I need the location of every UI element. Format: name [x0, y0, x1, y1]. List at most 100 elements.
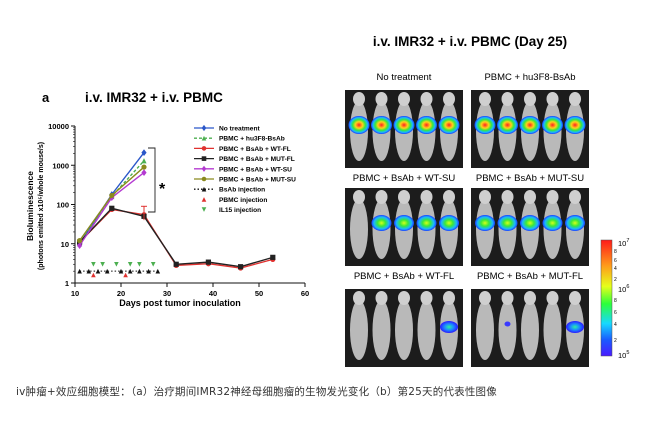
colorbar-minor-label: 6: [614, 258, 617, 264]
events-bsab-injection: [77, 268, 161, 274]
y-axis-label-line2: (photons emitted x10⁵/whole mouse/s): [38, 142, 45, 270]
mouse-body: [417, 300, 436, 360]
x-tick-label: 50: [255, 289, 263, 298]
mouse-head: [546, 190, 559, 204]
legend-item: PBMC + hu3F8-BsAb: [194, 136, 285, 143]
signal-spot: [519, 116, 541, 134]
legend-item: IL15 injection: [201, 207, 261, 214]
mouse-head: [398, 92, 410, 106]
legend-label: BsAb injection: [219, 187, 265, 194]
mouse-head: [501, 291, 514, 305]
y-tick-label: 1: [65, 279, 69, 288]
colorbar-top-exp: 7: [626, 238, 629, 244]
significance-label: *: [159, 181, 166, 198]
mouse-body: [521, 300, 539, 360]
signal-spot: [564, 116, 586, 134]
mouse-head: [479, 92, 491, 106]
data-point: [141, 164, 147, 170]
signal-spot: [542, 215, 563, 231]
mouse-head: [398, 190, 410, 204]
data-point: [109, 205, 115, 211]
legend-item: PBMC + BsAb + MUT-FL: [194, 156, 295, 163]
colorbar-bottom-label: 10: [618, 351, 626, 360]
bli-image: PBMC + BsAb + WT-FL: [345, 271, 463, 367]
colorbar-minor-label: 8: [614, 298, 617, 304]
event-marker: [123, 272, 128, 278]
bli-image: No treatment: [345, 72, 463, 168]
legend-label: PBMC injection: [219, 197, 267, 204]
svg-text:105: 105: [618, 350, 629, 360]
events-il15-injection: [91, 261, 156, 267]
x-tick-label: 60: [301, 289, 309, 298]
mouse-body: [498, 300, 517, 360]
legend-label: IL15 injection: [219, 207, 261, 214]
y-axis-label: Bioluminescence (photons emitted x10⁵/wh…: [25, 142, 45, 270]
legend-label: PBMC + BsAb + WT-SU: [219, 166, 292, 173]
mouse-head: [420, 92, 433, 106]
signal-spot: [475, 215, 495, 231]
series-group: [77, 149, 276, 271]
event-marker: [127, 261, 133, 267]
legend-label: No treatment: [219, 126, 260, 133]
mouse-head: [375, 92, 388, 106]
mouse-head: [375, 190, 388, 204]
event-markers: [77, 261, 161, 278]
data-point: [173, 261, 179, 267]
legend-label: PBMC + BsAb + WT-FL: [219, 146, 291, 153]
legend-item: PBMC + BsAb + MUT-SU: [194, 177, 296, 184]
legend-item: No treatment: [194, 124, 260, 133]
mouse-head: [398, 291, 410, 305]
data-point: [109, 192, 115, 199]
data-point: [77, 242, 83, 249]
legend-swatch-marker: [201, 146, 207, 151]
signal-spot: [504, 321, 511, 327]
data-point: [141, 149, 147, 157]
signal-spot: [394, 215, 414, 231]
legend-item: PBMC + BsAb + WT-SU: [194, 165, 292, 173]
data-point: [238, 264, 244, 270]
x-tick-label: 10: [71, 289, 79, 298]
series-pbmc-bsab-wt-fl: [77, 206, 276, 271]
bli-image-label: PBMC + BsAb + MUT-SU: [476, 173, 584, 184]
figure-caption: iv肿瘤+效应细胞模型：（a）治疗期间IMR32神经母细胞瘤的生物发光变化（b）…: [16, 386, 497, 398]
mouse-body: [350, 300, 368, 360]
mouse-head: [443, 190, 455, 204]
event-marker: [91, 272, 96, 278]
mouse-head: [546, 92, 559, 106]
y-tick-label: 100: [56, 201, 69, 210]
legend: No treatment PBMC + hu3F8-BsAb PBMC + BsAb…: [194, 124, 296, 214]
legend-item: BsAb injection: [194, 187, 265, 194]
event-marker: [95, 268, 101, 274]
event-marker: [146, 268, 151, 274]
event-marker: [100, 261, 105, 267]
data-point: [205, 259, 211, 265]
colorbar-top-label: 10: [618, 239, 626, 248]
legend-swatch-marker: [201, 124, 207, 132]
x-tick-label: 20: [117, 289, 125, 298]
signal-spot: [416, 116, 437, 134]
mouse-head: [569, 92, 581, 106]
colorbar-mid-label: 10: [618, 285, 626, 294]
significance-bracket: *: [148, 147, 166, 213]
event-marker: [118, 268, 124, 274]
signal-spot: [439, 215, 459, 231]
svg-text:106: 106: [618, 284, 629, 294]
data-point: [77, 238, 83, 244]
colorbar-mid-exp: 6: [626, 284, 629, 290]
data-point: [141, 158, 147, 164]
events-pbmc-injection: [91, 272, 128, 278]
event-marker: [77, 268, 82, 274]
colorbar-minor-label: 2: [614, 338, 617, 344]
x-axis-ticks: 10 20 30 40 50 60: [71, 283, 309, 298]
mouse-head: [353, 291, 365, 305]
legend-swatch-marker: [201, 207, 207, 212]
data-point: [270, 254, 276, 260]
mouse-head: [501, 92, 514, 106]
bli-image-label: PBMC + BsAb + MUT-FL: [477, 271, 583, 282]
colorbar-minor-label: 4: [614, 322, 617, 328]
colorbar-minor-label: 6: [614, 310, 617, 316]
event-marker: [155, 268, 161, 274]
data-point: [141, 169, 147, 176]
signal-spot: [393, 116, 415, 134]
event-marker: [104, 268, 110, 274]
